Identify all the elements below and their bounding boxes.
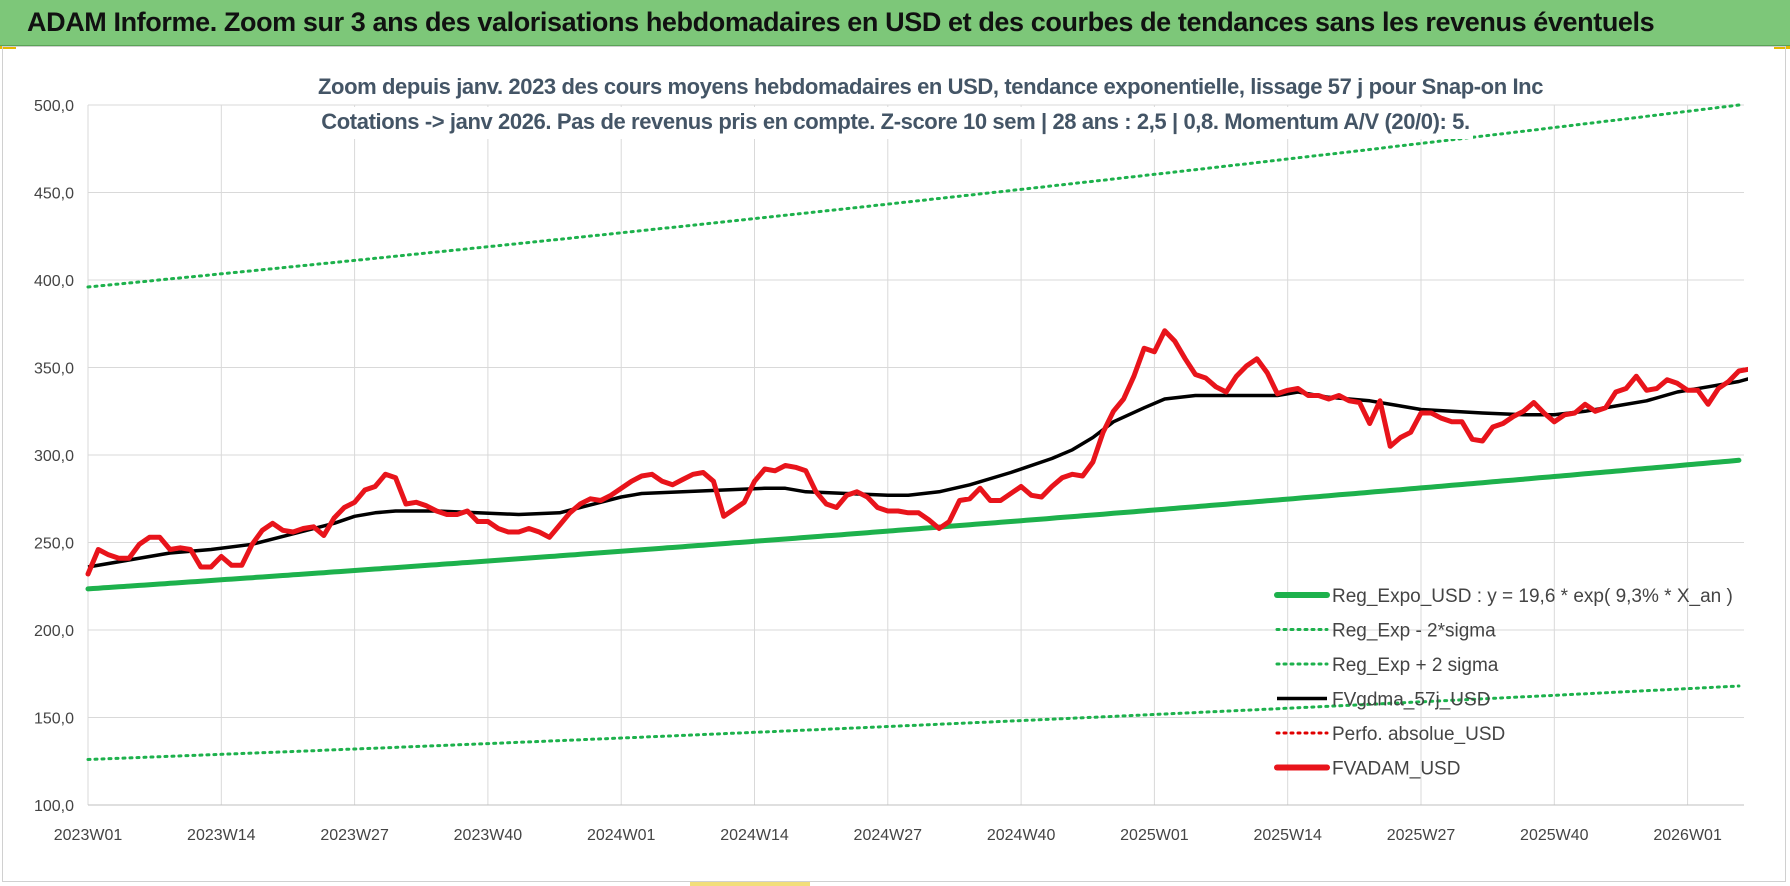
legend-label-4: Perfo. absolue_USD bbox=[1332, 724, 1505, 745]
chart-frame bbox=[2, 46, 1786, 882]
x-tick-label: 2025W01 bbox=[1120, 827, 1189, 844]
legend-label-1: Reg_Exp - 2*sigma bbox=[1332, 621, 1496, 642]
y-axis-labels: 100,0 150,0 200,0 250,0 300,0 350,0 400,0 450,0… bbox=[34, 98, 74, 815]
y-tick-label: 500,0 bbox=[34, 98, 74, 115]
chart-title-line2: Cotations -> janv 2026. Pas de revenus p… bbox=[318, 107, 1473, 139]
legend-label-5: FVADAM_USD bbox=[1332, 759, 1460, 780]
y-tick-label: 250,0 bbox=[34, 536, 74, 553]
x-tick-label: 2024W01 bbox=[587, 827, 656, 844]
y-tick-label: 300,0 bbox=[34, 448, 74, 465]
legend: Reg_Expo_USD : y = 19,6 * exp( 9,3% * X_… bbox=[1274, 586, 1733, 780]
y-tick-label: 100,0 bbox=[34, 798, 74, 815]
y-tick-label: 400,0 bbox=[34, 273, 74, 290]
x-tick-label: 2025W40 bbox=[1520, 827, 1589, 844]
y-tick-label: 450,0 bbox=[34, 186, 74, 203]
x-tick-label: 2024W27 bbox=[854, 827, 923, 844]
x-tick-label: 2024W14 bbox=[720, 827, 789, 844]
x-tick-label: 2025W14 bbox=[1253, 827, 1322, 844]
legend-label-0: Reg_Expo_USD : y = 19,6 * exp( 9,3% * X_… bbox=[1332, 586, 1733, 607]
legend-label-3: FVgdma_57j_USD bbox=[1332, 690, 1490, 711]
chart-title-line1: Zoom depuis janv. 2023 des cours moyens … bbox=[318, 72, 1543, 102]
report-title: ADAM Informe. Zoom sur 3 ans des valoris… bbox=[27, 7, 1655, 37]
x-axis-labels: 2023W01 2023W14 2023W27 2023W40 2024W01 2024W… bbox=[54, 827, 1722, 844]
y-tick-label: 350,0 bbox=[34, 361, 74, 378]
x-tick-label: 2023W27 bbox=[320, 827, 389, 844]
series-line-0 bbox=[85, 457, 1742, 592]
x-tick-label: 2025W27 bbox=[1387, 827, 1456, 844]
series-layer bbox=[85, 103, 1748, 761]
x-tick-label: 2023W01 bbox=[54, 827, 123, 844]
banner-corner-right bbox=[1774, 46, 1790, 49]
y-tick-label: 150,0 bbox=[34, 711, 74, 728]
x-tick-label: 2026W01 bbox=[1653, 827, 1722, 844]
grid-lines bbox=[87, 104, 1744, 806]
banner-corner-left bbox=[0, 46, 16, 49]
x-tick-label: 2023W40 bbox=[454, 827, 523, 844]
bottom-marker bbox=[690, 882, 810, 886]
legend-label-2: Reg_Exp + 2 sigma bbox=[1332, 655, 1499, 676]
y-tick-label: 200,0 bbox=[34, 623, 74, 640]
x-tick-label: 2023W14 bbox=[187, 827, 256, 844]
series-line-5 bbox=[85, 328, 1748, 577]
series-line-1 bbox=[86, 684, 1741, 761]
x-tick-label: 2024W40 bbox=[987, 827, 1056, 844]
report-banner: ADAM Informe. Zoom sur 3 ans des valoris… bbox=[0, 0, 1790, 46]
series-line-3 bbox=[87, 377, 1748, 569]
